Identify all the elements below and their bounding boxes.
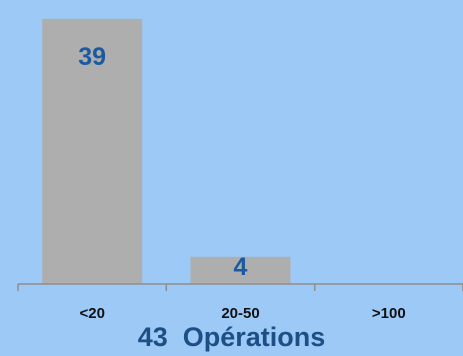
x-tick-label-0: <20 (79, 305, 104, 322)
bar-0 (42, 18, 143, 285)
chart-caption: 43 Opérations (0, 322, 463, 353)
x-tick-label-1: 20-50 (221, 305, 259, 322)
data-label-0: 39 (78, 43, 106, 71)
bar-1 (190, 256, 291, 284)
x-tick-label-2: >100 (372, 305, 406, 322)
caption-count: 43 (137, 322, 168, 352)
data-label-1: 4 (234, 253, 248, 281)
caption-text: Opérations (182, 322, 326, 352)
